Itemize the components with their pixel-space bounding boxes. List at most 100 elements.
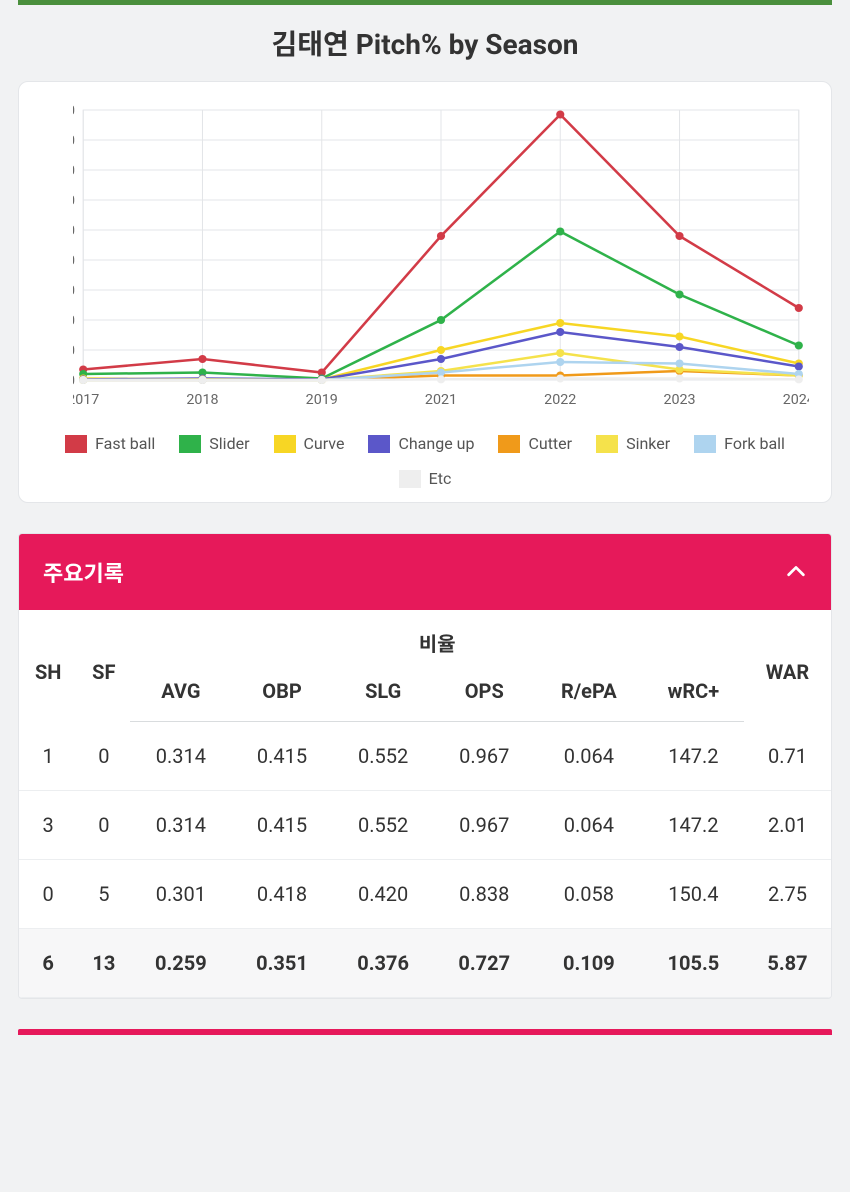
chevron-up-icon <box>785 561 807 583</box>
legend-swatch <box>694 435 716 453</box>
svg-text:2023: 2023 <box>663 392 695 408</box>
stats-table: SHSF비율WARAVGOBPSLGOPSR/ePAwRC+ 100.3140.… <box>19 610 831 998</box>
table-cell: 2.75 <box>744 860 831 929</box>
table-cell: 0.967 <box>434 791 535 860</box>
table-cell: 0.420 <box>333 860 434 929</box>
table-cell: 150.4 <box>643 860 744 929</box>
col-group-header: 비율 <box>130 610 744 665</box>
table-cell: 1 <box>19 722 77 791</box>
table-cell: 0.71 <box>744 722 831 791</box>
table-cell: 0 <box>19 860 77 929</box>
legend-label: Curve <box>304 434 345 453</box>
col-header: R/ePA <box>535 665 643 722</box>
legend-label: Fork ball <box>724 434 785 453</box>
panel-header[interactable]: 주요기록 <box>19 534 831 610</box>
stats-panel: 주요기록 SHSF비율WARAVGOBPSLGOPSR/ePAwRC+ 100.… <box>18 533 832 999</box>
table-cell: 0.314 <box>130 722 231 791</box>
legend-item[interactable]: Cutter <box>498 434 572 453</box>
svg-text:800: 800 <box>73 133 75 149</box>
svg-text:100: 100 <box>73 343 75 359</box>
legend-item[interactable]: Change up <box>368 434 474 453</box>
bottom-strip <box>18 1029 832 1035</box>
top-border <box>18 0 832 5</box>
table-cell: 0.415 <box>231 791 332 860</box>
chart-card: 0 100 200 300 400 500 600 700 800 900 2017 2018 2019… <box>18 81 832 503</box>
table-cell: 5 <box>77 860 130 929</box>
legend-swatch <box>399 470 421 488</box>
svg-text:2022: 2022 <box>544 392 576 408</box>
svg-text:300: 300 <box>73 283 75 299</box>
legend-item[interactable]: Slider <box>179 434 249 453</box>
svg-text:0: 0 <box>73 373 75 389</box>
col-header: SF <box>77 610 130 722</box>
svg-text:2024: 2024 <box>783 392 809 408</box>
table-cell: 2.01 <box>744 791 831 860</box>
col-header: SH <box>19 610 77 722</box>
svg-text:2017: 2017 <box>73 392 99 408</box>
table-cell: 3 <box>19 791 77 860</box>
legend-swatch <box>274 435 296 453</box>
table-cell: 147.2 <box>643 722 744 791</box>
table-cell: 0.376 <box>333 929 434 998</box>
svg-text:500: 500 <box>73 223 75 239</box>
col-header: SLG <box>333 665 434 722</box>
table-cell: 0.727 <box>434 929 535 998</box>
table-row: 050.3010.4180.4200.8380.058150.42.75 <box>19 860 831 929</box>
table-cell: 0.838 <box>434 860 535 929</box>
col-header: WAR <box>744 610 831 722</box>
table-row: 100.3140.4150.5520.9670.064147.20.71 <box>19 722 831 791</box>
col-header: wRC+ <box>643 665 744 722</box>
table-row: 6130.2590.3510.3760.7270.109105.55.87 <box>19 929 831 998</box>
table-cell: 0.058 <box>535 860 643 929</box>
legend-label: Change up <box>398 434 474 453</box>
legend-item[interactable]: Sinker <box>596 434 670 453</box>
table-cell: 0.967 <box>434 722 535 791</box>
table-cell: 0.552 <box>333 791 434 860</box>
table-cell: 0.301 <box>130 860 231 929</box>
table-cell: 0.415 <box>231 722 332 791</box>
legend-item[interactable]: Etc <box>399 469 452 488</box>
col-header: OPS <box>434 665 535 722</box>
table-cell: 0.064 <box>535 722 643 791</box>
svg-text:400: 400 <box>73 253 75 269</box>
table-cell: 5.87 <box>744 929 831 998</box>
legend-label: Slider <box>209 434 249 453</box>
table-cell: 0 <box>77 722 130 791</box>
svg-text:700: 700 <box>73 163 75 179</box>
chart-area: 0 100 200 300 400 500 600 700 800 900 2017 2018 2019… <box>73 100 809 420</box>
table-cell: 0.314 <box>130 791 231 860</box>
col-header: OBP <box>231 665 332 722</box>
chart-legend: Fast ball Slider Curve Change up Cutter Sinke… <box>31 434 819 488</box>
legend-label: Fast ball <box>95 434 155 453</box>
svg-text:2018: 2018 <box>186 392 218 408</box>
legend-swatch <box>179 435 201 453</box>
legend-swatch <box>65 435 87 453</box>
table-cell: 0.109 <box>535 929 643 998</box>
table-cell: 105.5 <box>643 929 744 998</box>
table-cell: 0.064 <box>535 791 643 860</box>
svg-text:900: 900 <box>73 103 75 119</box>
svg-text:2021: 2021 <box>425 392 457 408</box>
table-cell: 0.351 <box>231 929 332 998</box>
table-cell: 0.259 <box>130 929 231 998</box>
svg-text:600: 600 <box>73 193 75 209</box>
legend-item[interactable]: Fast ball <box>65 434 155 453</box>
svg-text:2019: 2019 <box>306 392 338 408</box>
chart-title: 김태연 Pitch% by Season <box>18 23 832 63</box>
col-header: AVG <box>130 665 231 722</box>
table-cell: 0.552 <box>333 722 434 791</box>
legend-item[interactable]: Curve <box>274 434 345 453</box>
panel-title: 주요기록 <box>43 556 124 588</box>
table-cell: 0 <box>77 791 130 860</box>
legend-swatch <box>368 435 390 453</box>
legend-item[interactable]: Fork ball <box>694 434 785 453</box>
legend-label: Sinker <box>626 434 670 453</box>
table-cell: 6 <box>19 929 77 998</box>
table-row: 300.3140.4150.5520.9670.064147.22.01 <box>19 791 831 860</box>
svg-text:200: 200 <box>73 313 75 329</box>
legend-swatch <box>596 435 618 453</box>
legend-swatch <box>498 435 520 453</box>
legend-label: Cutter <box>528 434 572 453</box>
legend-label: Etc <box>429 469 452 488</box>
table-cell: 147.2 <box>643 791 744 860</box>
